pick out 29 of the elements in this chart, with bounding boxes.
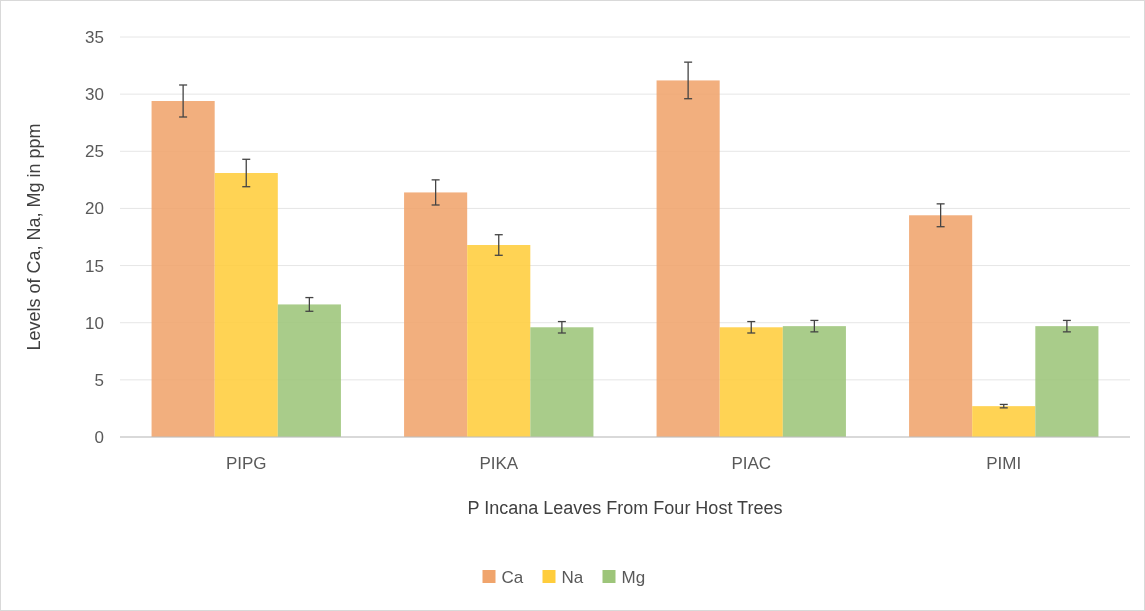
bar: [277, 304, 341, 437]
x-tick-label: PIAC: [731, 454, 772, 473]
bar: [909, 215, 973, 437]
y-axis-title: Levels of Ca, Na, Mg in ppm: [24, 123, 44, 351]
bar: [972, 406, 1036, 437]
x-tick-label: PIKA: [479, 454, 519, 473]
bar: [530, 327, 594, 437]
y-tick-label: 30: [85, 85, 104, 105]
legend-label: Mg: [621, 567, 646, 587]
bar: [782, 326, 846, 437]
x-tick-label: PIPG: [225, 454, 267, 473]
y-tick-label: 20: [85, 199, 104, 219]
x-tick-label: PIMI: [986, 454, 1022, 473]
bar: [404, 192, 468, 437]
bar: [214, 173, 278, 437]
y-tick-label: 15: [85, 256, 104, 276]
bar: [467, 245, 531, 437]
y-tick-label: 10: [85, 313, 104, 333]
bar: [719, 327, 783, 437]
bar: [656, 80, 720, 437]
legend-label: Ca: [501, 567, 524, 587]
y-tick-label: 35: [85, 27, 104, 47]
y-tick-label: 0: [94, 427, 104, 447]
bar: [1035, 326, 1099, 437]
x-axis-title: P Incana Leaves From Four Host Trees: [467, 498, 783, 518]
y-tick-label: 5: [94, 370, 104, 390]
legend-label: Na: [561, 567, 584, 587]
y-tick-label: 25: [85, 142, 104, 162]
bar: [151, 101, 215, 437]
